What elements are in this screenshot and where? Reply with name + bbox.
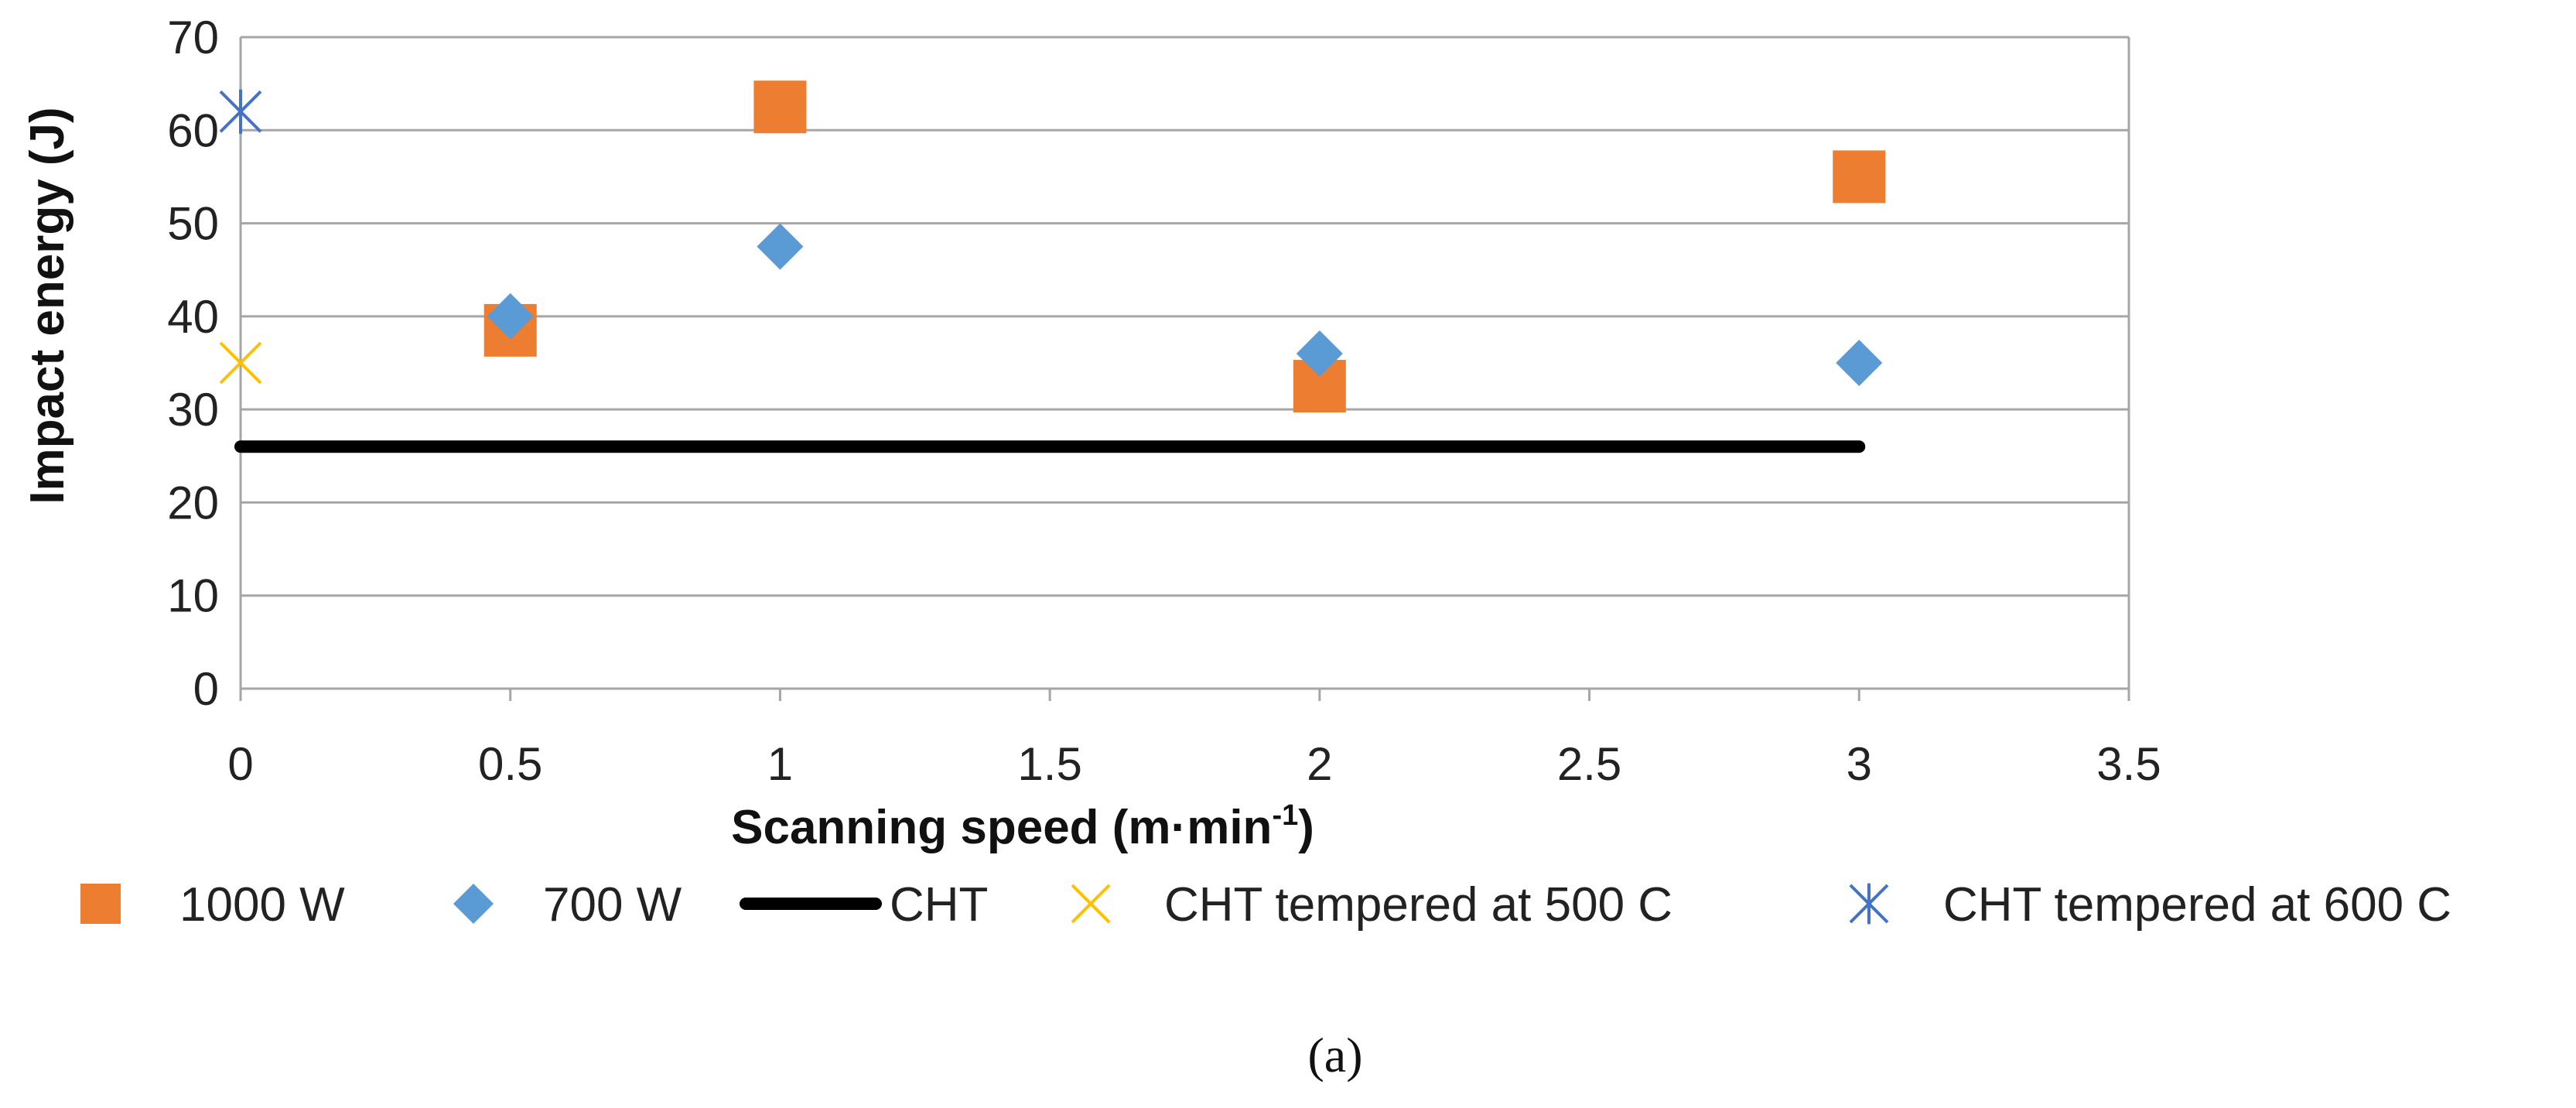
point-cht-tempered-at-500-c-0 xyxy=(219,341,262,385)
legend-swatch-1000-w xyxy=(80,884,121,924)
point-700-w-3 xyxy=(1836,340,1883,386)
x-tick-3.5: 3.5 xyxy=(2096,738,2161,790)
point-700-w-1 xyxy=(757,223,804,270)
x-tick-1: 1 xyxy=(767,738,793,790)
legend-swatch-cht-tempered-at-600-c xyxy=(1849,883,1889,925)
y-tick-20: 20 xyxy=(167,477,219,528)
point-1000-w-3 xyxy=(1833,150,1886,203)
x-tick-2: 2 xyxy=(1307,738,1332,790)
y-tick-0: 0 xyxy=(193,663,219,715)
legend-swatch-cht-tempered-at-500-c xyxy=(1071,884,1111,924)
point-700-w-0 xyxy=(487,292,534,340)
legend-swatch-700-w xyxy=(453,884,494,924)
x-tick-1.5: 1.5 xyxy=(1017,738,1081,790)
y-axis-title: Impact energy (J) xyxy=(21,107,74,504)
y-tick-60: 60 xyxy=(167,104,219,156)
y-tick-50: 50 xyxy=(167,198,219,250)
point-700-w-2 xyxy=(1296,330,1343,377)
y-tick-10: 10 xyxy=(167,570,219,622)
legend-item-cht: CHT xyxy=(740,878,988,932)
legend-item-cht-tempered-at-600-c: CHT tempered at 600 C xyxy=(1849,878,2451,932)
x-axis-title: Scanning speed (m·min-1) xyxy=(731,799,1314,854)
x-tick-labels: 0 0.5 1 1.5 2 2.5 3 3.5 xyxy=(227,738,2161,790)
legend: 1000 W 700 W CHT CHT tempered at 500 C CHT t… xyxy=(80,878,2451,932)
x-axis-title-main: Scanning speed (m·min xyxy=(731,801,1272,854)
legend-label-cht-tempered-at-500-c: CHT tempered at 500 C xyxy=(1164,878,1672,932)
legend-label-1000-w: 1000 W xyxy=(179,878,345,932)
legend-item-700-w: 700 W xyxy=(453,878,682,932)
x-tick-0: 0 xyxy=(227,738,253,790)
gridlines xyxy=(241,36,2129,690)
x-axis-title-superscript: -1 xyxy=(1272,799,1298,832)
legend-item-1000-w: 1000 W xyxy=(80,878,345,932)
data-marks xyxy=(219,80,1886,453)
point-cht-tempered-at-600-c-0 xyxy=(219,89,262,134)
x-tick-0.5: 0.5 xyxy=(478,738,542,790)
x-tick-2.5: 2.5 xyxy=(1557,738,1621,790)
y-tick-30: 30 xyxy=(167,384,219,436)
point-1000-w-1 xyxy=(753,80,807,134)
legend-label-cht: CHT xyxy=(890,878,988,932)
x-axis-title-end: ) xyxy=(1298,801,1314,854)
y-tick-40: 40 xyxy=(167,291,219,343)
y-tick-70: 70 xyxy=(167,12,219,63)
y-tick-labels: 0 10 20 30 40 50 60 70 xyxy=(167,12,219,715)
figure-caption: (a) xyxy=(1307,1028,1362,1082)
legend-item-cht-tempered-at-500-c: CHT tempered at 500 C xyxy=(1071,878,1672,932)
legend-label-700-w: 700 W xyxy=(543,878,682,932)
x-tick-3: 3 xyxy=(1847,738,1872,790)
legend-label-cht-tempered-at-600-c: CHT tempered at 600 C xyxy=(1943,878,2451,932)
